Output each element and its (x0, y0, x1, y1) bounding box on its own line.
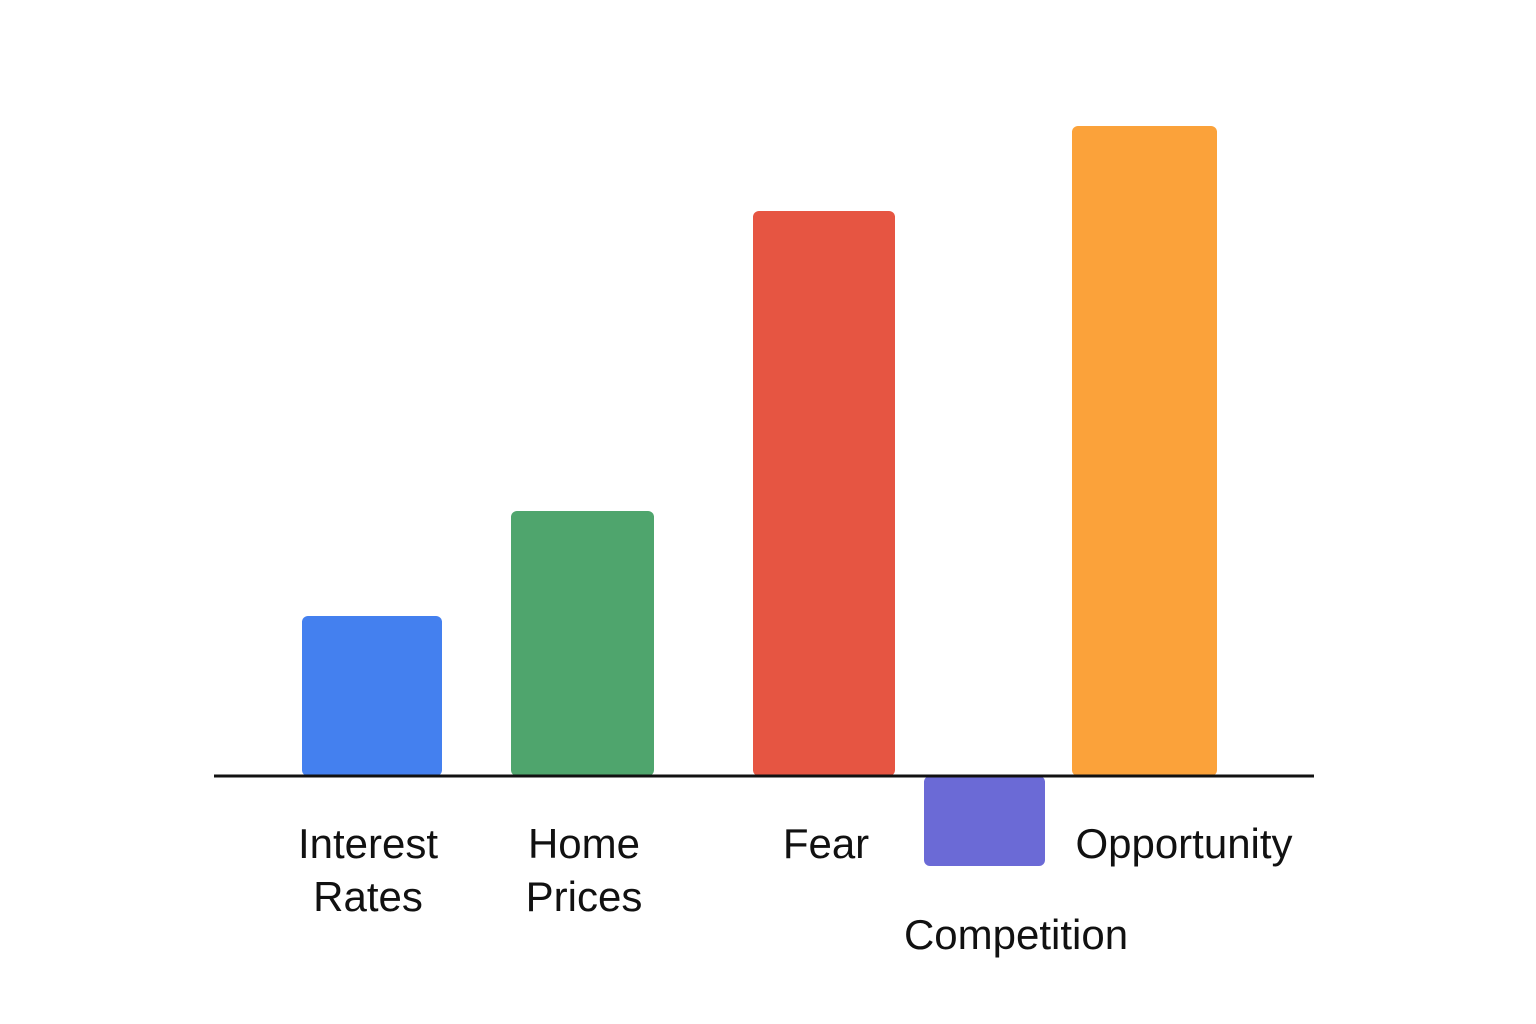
category-labels-group: Interest Rates Home Prices Fear Competition Op… (298, 820, 1293, 958)
tick-label-line: Opportunity (1075, 820, 1292, 867)
tick-label-line: Competition (904, 911, 1128, 958)
bar-competition (924, 776, 1045, 866)
tick-label-line: Prices (526, 873, 643, 920)
tick-label-home-prices: Home Prices (526, 820, 643, 920)
tick-label-line: Home (528, 820, 640, 867)
bar-fear (753, 211, 895, 776)
tick-label-interest-rates: Interest Rates (298, 820, 438, 920)
bars-group (302, 126, 1217, 866)
tick-label-fear: Fear (783, 820, 869, 867)
bar-opportunity (1072, 126, 1217, 776)
tick-label-line: Interest (298, 820, 438, 867)
tick-label-competition: Competition (904, 911, 1128, 958)
tick-label-line: Fear (783, 820, 869, 867)
bar-home-prices (511, 511, 654, 776)
tick-label-line: Rates (313, 873, 423, 920)
bar-interest-rates (302, 616, 442, 776)
tick-label-opportunity: Opportunity (1075, 820, 1292, 867)
